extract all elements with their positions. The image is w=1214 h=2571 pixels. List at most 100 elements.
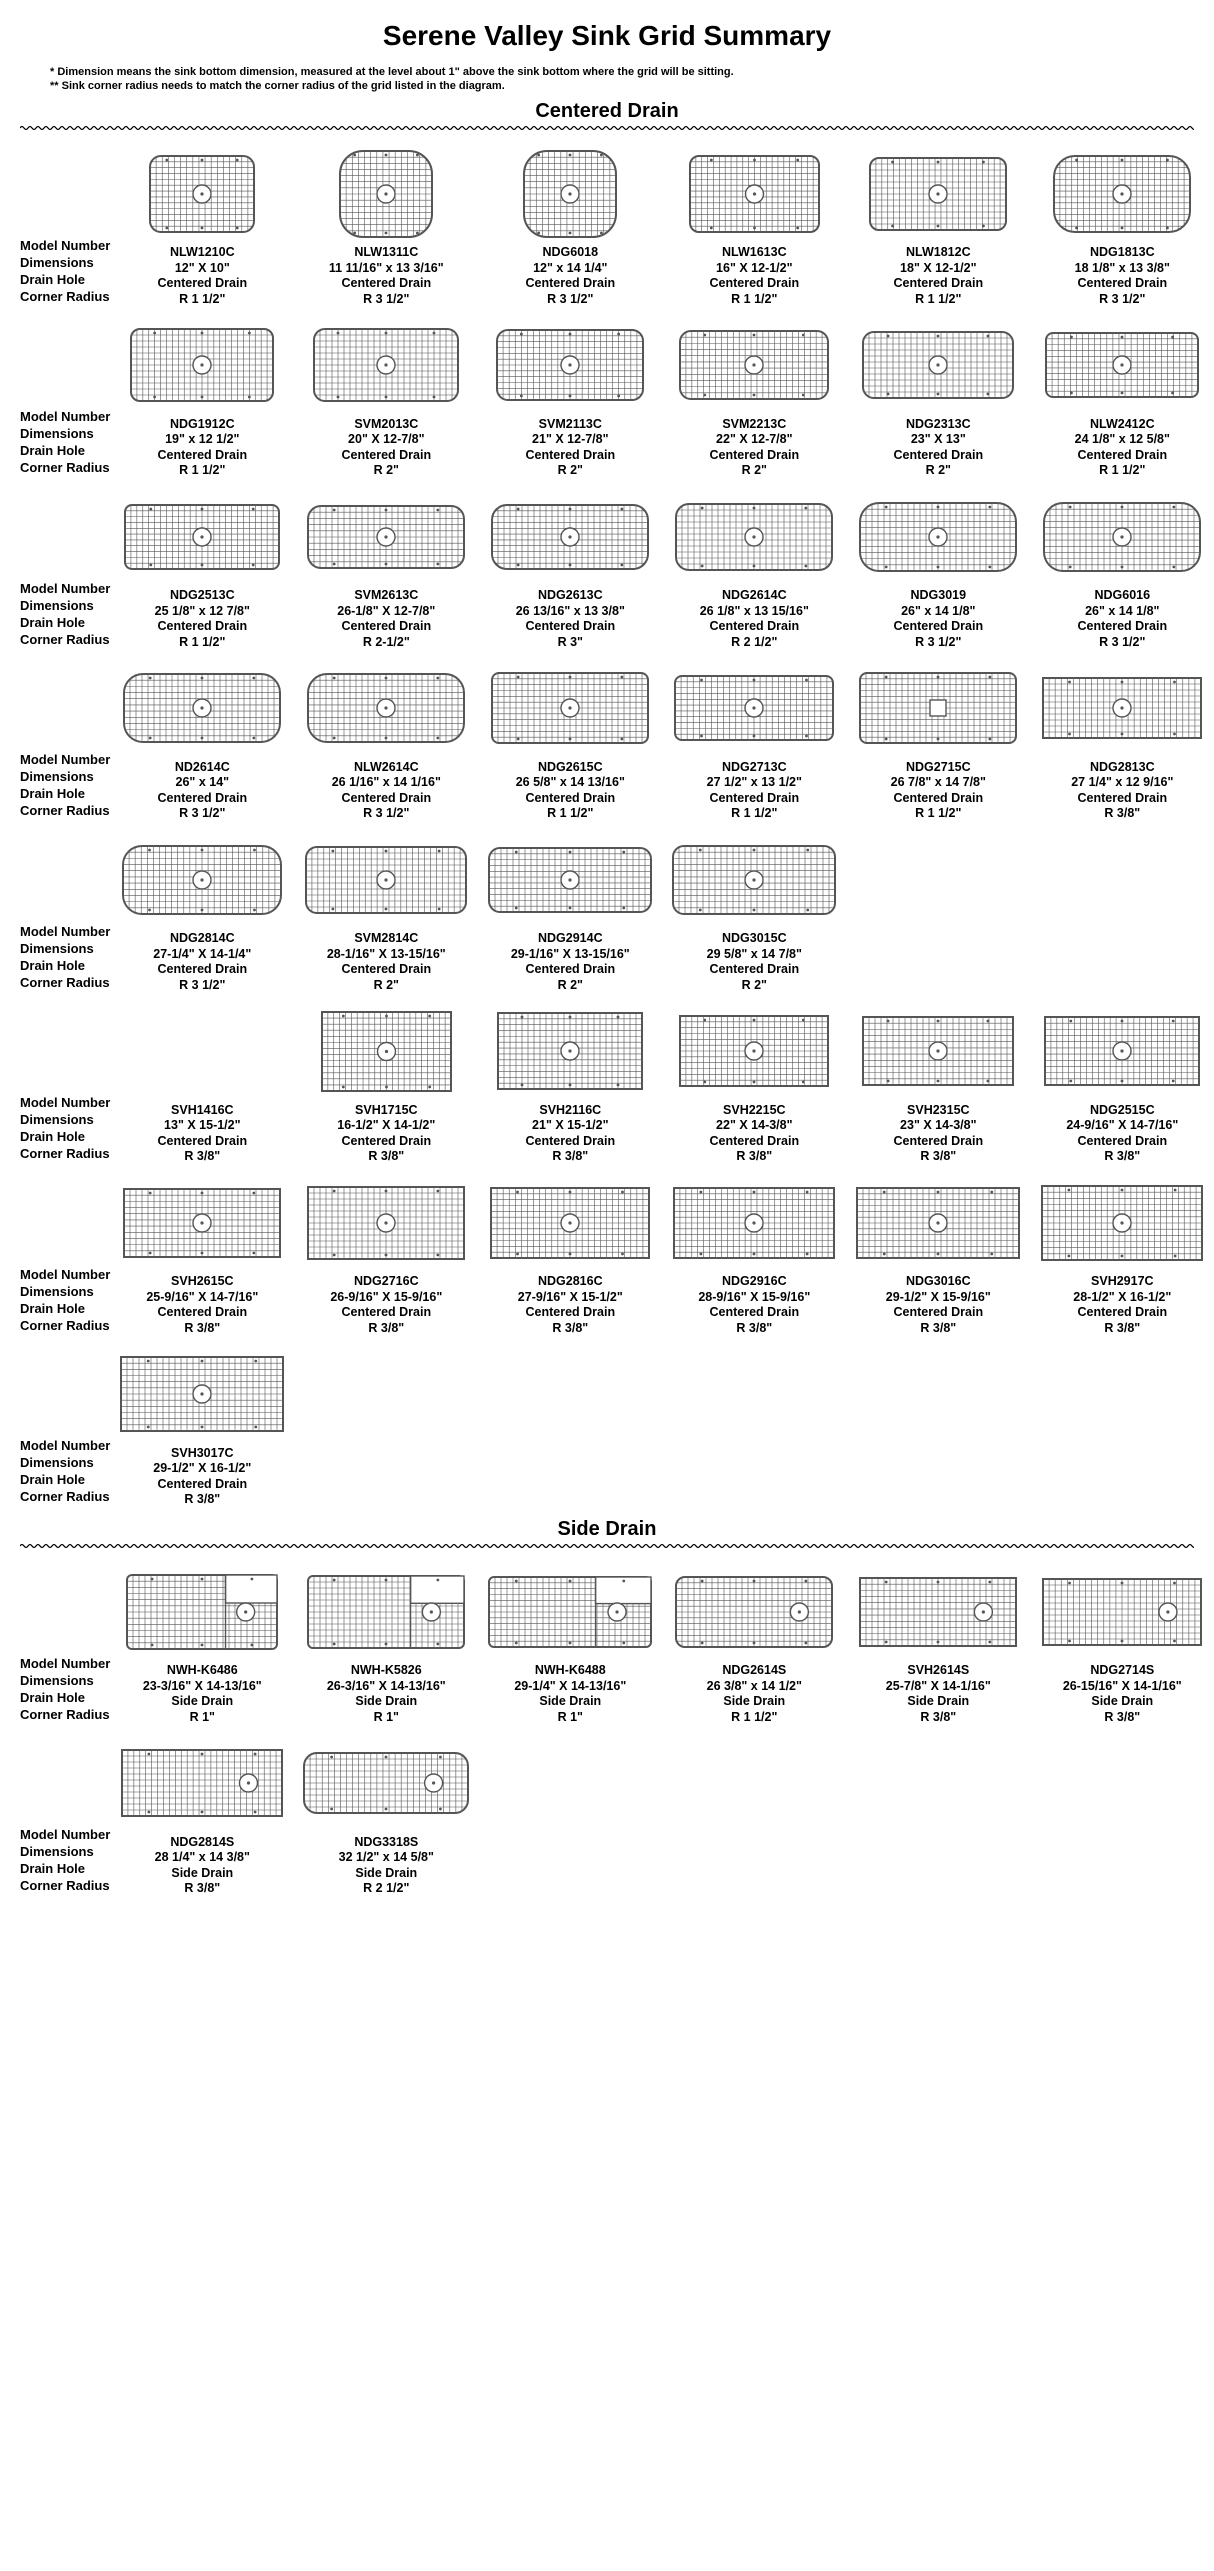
model-number: NLW2614C [296,760,476,776]
grid-diagram-icon [296,1736,476,1831]
corner-radius-value: R 1 1/2" [848,292,1028,308]
dimensions-value: 18" X 12-1/2" [848,261,1028,277]
product-cell: NDG2313C 23" X 13" Centered Drain R 2" [846,318,1030,480]
product-cell: NDG2813C 27 1/4" x 12 9/16" Centered Dra… [1030,661,1214,823]
label-dimensions: Dimensions [20,426,110,443]
dimensions-value: 29-1/2" X 16-1/2" [112,1461,292,1477]
product-cell: NDG3019 26" x 14 1/8" Centered Drain R 3… [846,489,1030,651]
drain-hole-value: Centered Drain [1032,1134,1212,1150]
drain-hole-value: Centered Drain [296,448,476,464]
product-row: Model Number Dimensions Drain Hole Corne… [20,146,1194,308]
model-number: NDG2814S [112,1835,292,1851]
grid-diagram-icon [112,318,292,413]
model-number: NDG3318S [296,1835,476,1851]
product-cell: SVH2116C 21" X 15-1/2" Centered Drain R … [478,1004,662,1166]
product-cell: NDG2914C 29-1/16" X 13-15/16" Centered D… [478,832,662,994]
grid-diagram-icon [112,1347,292,1442]
grid-diagram-icon [848,1175,1028,1270]
corner-radius-value: R 3/8" [848,1149,1028,1165]
label-drain: Drain Hole [20,1690,110,1707]
corner-radius-value: R 1 1/2" [1032,463,1212,479]
corner-radius-value: R 3 1/2" [296,292,476,308]
grid-diagram-icon [1032,1004,1212,1099]
corner-radius-value: R 1 1/2" [112,292,292,308]
dimensions-value: 23" X 14-3/8" [848,1118,1028,1134]
corner-radius-value: R 2-1/2" [296,635,476,651]
label-dimensions: Dimensions [20,769,110,786]
product-row: Model Number Dimensions Drain Hole Corne… [20,661,1194,823]
label-drain: Drain Hole [20,443,110,460]
label-drain: Drain Hole [20,1472,110,1489]
model-number: SVM2814C [296,931,476,947]
corner-radius-value: R 1 1/2" [112,635,292,651]
label-radius: Corner Radius [20,1318,110,1335]
corner-radius-value: R 3 1/2" [1032,292,1212,308]
drain-hole-value: Centered Drain [1032,619,1212,635]
drain-hole-value: Centered Drain [848,619,1028,635]
corner-radius-value: R 3/8" [112,1881,292,1897]
grid-diagram-icon [296,1004,476,1099]
model-number: NLW1613C [664,245,844,261]
model-number: ND2614C [112,760,292,776]
model-number: SVM2213C [664,417,844,433]
dimensions-value: 21" X 15-1/2" [480,1118,660,1134]
product-cell: SVM2013C 20" X 12-7/8" Centered Drain R … [294,318,478,480]
model-number: NDG2614S [664,1663,844,1679]
grid-diagram-icon [480,318,660,413]
product-cell: NDG2615C 26 5/8" x 14 13/16" Centered Dr… [478,661,662,823]
label-drain: Drain Hole [20,1129,110,1146]
model-number: NDG2816C [480,1274,660,1290]
drain-hole-value: Side Drain [296,1694,476,1710]
label-dimensions: Dimensions [20,1844,110,1861]
grid-diagram-icon [296,661,476,756]
dimensions-value: 24-9/16" X 14-7/16" [1032,1118,1212,1134]
product-cell: NDG1912C 19" x 12 1/2" Centered Drain R … [110,318,294,480]
dimensions-value: 26-9/16" X 15-9/16" [296,1290,476,1306]
model-number: NDG6016 [1032,588,1212,604]
corner-radius-value: R 2" [480,978,660,994]
product-row: Model Number Dimensions Drain Hole Corne… [20,318,1194,480]
page-title: Serene Valley Sink Grid Summary [20,20,1194,52]
grid-diagram-icon [664,1004,844,1099]
dimensions-value: 18 1/8" x 13 3/8" [1032,261,1212,277]
product-row: Model Number Dimensions Drain Hole Corne… [20,1736,1194,1898]
label-drain: Drain Hole [20,1301,110,1318]
grid-diagram-icon [296,318,476,413]
drain-hole-value: Centered Drain [112,276,292,292]
product-cell: NLW2412C 24 1/8" x 12 5/8" Centered Drai… [1030,318,1214,480]
model-number: NLW1311C [296,245,476,261]
corner-radius-value: R 3/8" [112,1492,292,1508]
corner-radius-value: R 2" [848,463,1028,479]
corner-radius-value: R 3/8" [664,1149,844,1165]
model-number: NDG2916C [664,1274,844,1290]
grid-diagram-icon [664,832,844,927]
grid-diagram-icon [1032,318,1212,413]
dimensions-value: 13" X 15-1/2" [112,1118,292,1134]
drain-hole-value: Centered Drain [296,791,476,807]
model-number: SVH2215C [664,1103,844,1119]
grid-diagram-icon [1032,1175,1212,1270]
product-cell: SVM2213C 22" X 12-7/8" Centered Drain R … [662,318,846,480]
drain-hole-value: Centered Drain [112,1305,292,1321]
corner-radius-value: R 3/8" [480,1149,660,1165]
drain-hole-value: Centered Drain [1032,448,1212,464]
product-row: Model Number Dimensions Drain Hole Corne… [20,1004,1194,1166]
product-cell: SVH2917C 28-1/2" X 16-1/2" Centered Drai… [1030,1175,1214,1337]
grid-diagram-icon [112,661,292,756]
grid-diagram-icon [848,489,1028,584]
model-number: NDG3015C [664,931,844,947]
product-cell: SVH2315C 23" X 14-3/8" Centered Drain R … [846,1004,1030,1166]
grid-diagram-icon [112,489,292,584]
model-number: SVH2917C [1032,1274,1212,1290]
model-number: NDG2614C [664,588,844,604]
label-drain: Drain Hole [20,272,110,289]
model-number: NDG2613C [480,588,660,604]
drain-hole-value: Centered Drain [1032,276,1212,292]
dimensions-value: 26" x 14" [112,775,292,791]
label-radius: Corner Radius [20,632,110,649]
grid-diagram-icon [1032,661,1212,756]
dimensions-value: 19" x 12 1/2" [112,432,292,448]
dimensions-value: 26-15/16" X 14-1/16" [1032,1679,1212,1695]
label-dimensions: Dimensions [20,255,110,272]
section-title: Side Drain [20,1518,1194,1541]
